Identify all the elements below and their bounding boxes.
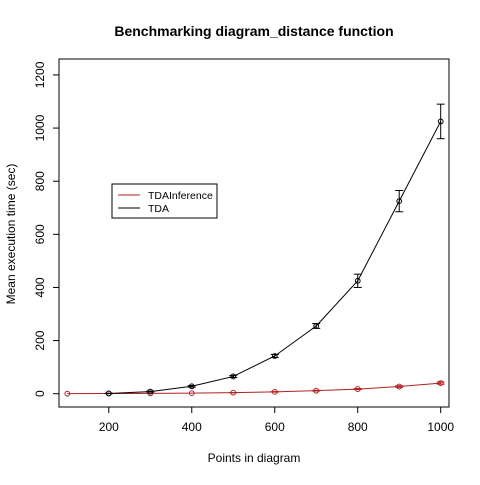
data-point [437,380,444,386]
y-axis: 0 200 400 600 800 1000 1200 [33,61,59,397]
x-tick-label: 1000 [427,420,454,434]
legend-label: TDAInference [148,190,213,202]
data-point [105,390,112,397]
y-tick-label: 1200 [33,61,47,88]
data-point [313,323,320,329]
legend-label: TDA [148,203,169,215]
data-point [313,387,320,394]
series-layer [64,103,445,397]
x-axis: 200 400 600 800 1000 [99,407,454,434]
y-tick-label: 1000 [33,114,47,141]
x-axis-label: Points in diagram [208,451,301,465]
series [104,103,445,397]
data-point [437,118,444,125]
x-tick-label: 600 [265,420,285,434]
y-tick-label: 400 [33,277,47,297]
data-point [271,353,278,359]
data-point [354,277,361,284]
data-point [396,383,403,390]
series [64,380,445,397]
legend-box [111,183,218,219]
data-point [354,386,361,392]
series-line [108,121,442,394]
data-point [64,390,71,397]
chart-title: Benchmarking diagram_distance function [114,23,393,39]
plot-frame [58,58,450,408]
y-tick-label: 800 [33,171,47,191]
data-point [188,383,195,390]
series-line [67,382,441,395]
x-tick-label: 200 [99,420,119,434]
data-point [188,390,195,397]
data-point [230,389,237,396]
data-point [230,373,237,380]
y-tick-label: 0 [33,390,47,397]
data-point [396,198,403,205]
y-tick-label: 200 [33,330,47,350]
x-tick-label: 400 [182,420,202,434]
data-point [271,388,278,395]
data-point [147,388,154,395]
y-tick-label: 600 [33,224,47,244]
y-axis-label: Mean execution time (sec) [4,164,18,305]
x-tick-label: 800 [348,420,368,434]
